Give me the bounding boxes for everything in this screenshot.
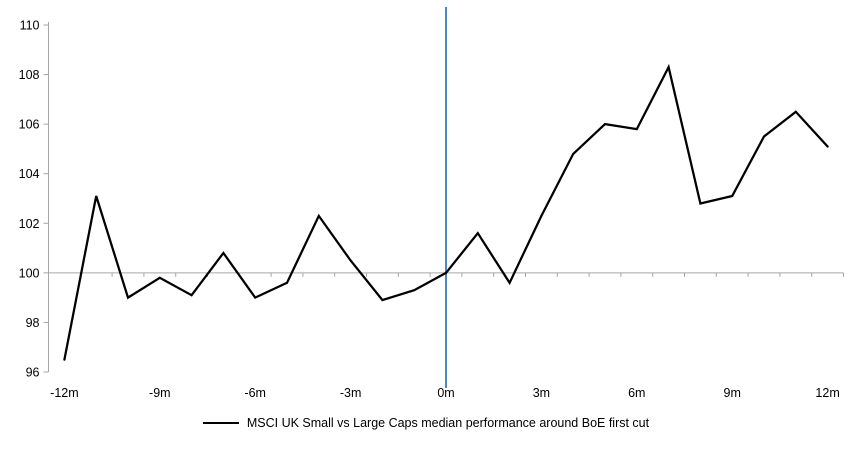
legend-label: MSCI UK Small vs Large Caps median perfo…	[246, 416, 650, 430]
legend-line-swatch	[202, 422, 239, 424]
x-tick-label: 9m	[724, 386, 741, 400]
y-tick-label: 110	[20, 19, 40, 33]
y-tick-label: 96	[26, 366, 40, 380]
x-tick-label: 12m	[815, 386, 839, 400]
y-tick-label: 104	[19, 167, 40, 181]
legend: MSCI UK Small vs Large Caps median perfo…	[0, 416, 852, 430]
y-tick-label: 100	[19, 266, 40, 280]
x-tick-label: 0m	[437, 386, 454, 400]
x-tick-label: 3m	[533, 386, 550, 400]
y-tick-label: 108	[19, 68, 40, 82]
y-tick-label: 102	[19, 217, 40, 231]
x-tick-label: -3m	[340, 386, 362, 400]
x-tick-label: -12m	[50, 386, 78, 400]
y-tick-label: 106	[19, 118, 40, 132]
x-tick-label: -6m	[244, 386, 266, 400]
series-line	[63, 63, 829, 361]
y-tick-label: 98	[26, 316, 40, 330]
x-tick-label: 6m	[628, 386, 645, 400]
x-tick-label: -9m	[149, 386, 171, 400]
